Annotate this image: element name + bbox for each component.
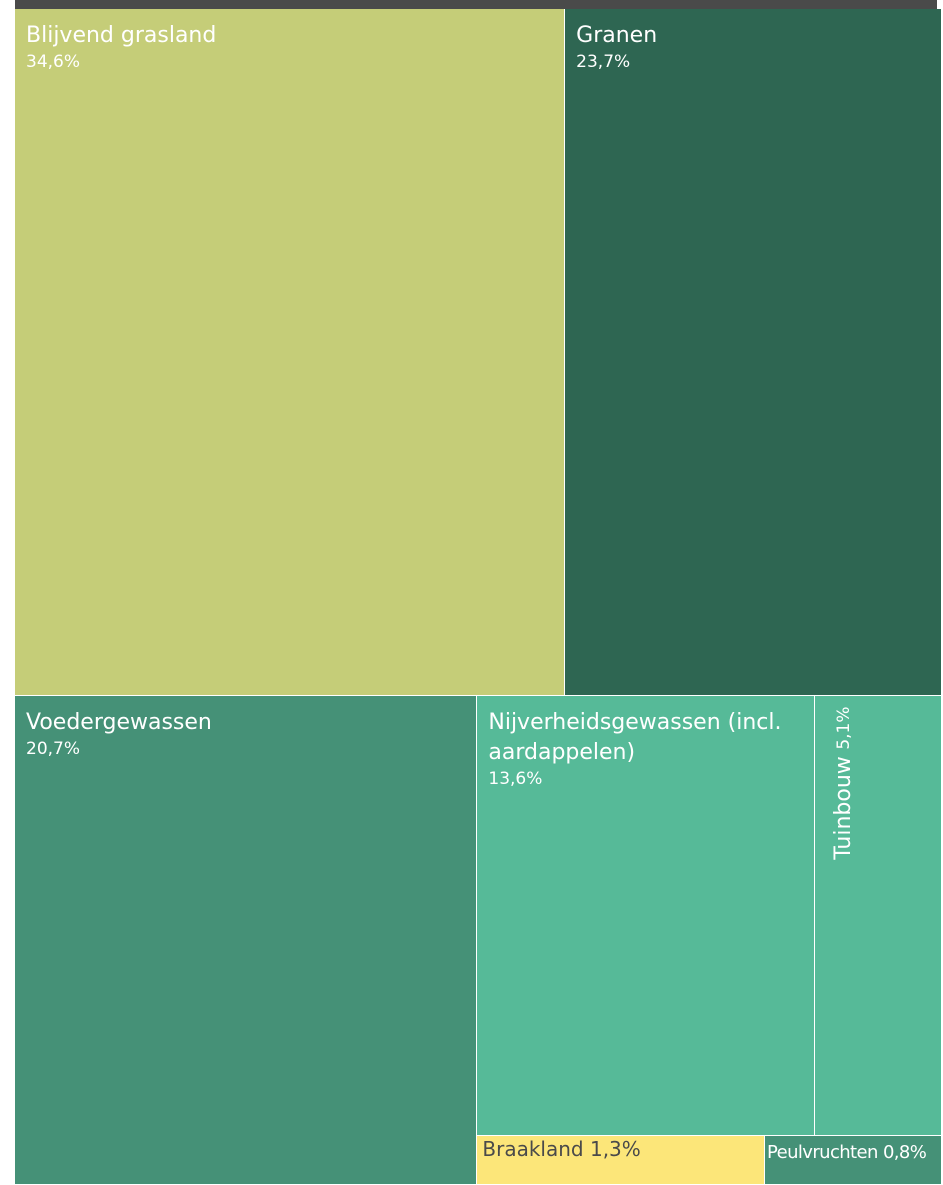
tile-label-voedergewassen: Voedergewassen [26,709,212,735]
tile-blijvend-grasland[interactable]: Blijvend grasland 34,6% [15,9,566,696]
tile-value-blijvend-grasland: 34,6% [26,52,81,72]
tile-value-voedergewassen: 20,7% [26,738,81,759]
tile-peulvruchten[interactable]: Peulvruchten 0,8% [765,1135,942,1185]
tile-tuinbouw[interactable]: Tuinbouw 5,1% [815,695,942,1136]
tile-value-tuinbouw: 5,1% [834,705,855,750]
tile-label-blijvend-grasland: Blijvend grasland [26,23,217,48]
treemap-chart: Blijvend grasland 34,6% Granen 23,7% Voe… [15,9,942,1185]
tile-value-braakland: 1,3% [589,1136,641,1161]
tile-label-tuinbouw: Tuinbouw [831,756,857,860]
tile-granen[interactable]: Granen 23,7% [565,9,942,696]
tile-braakland[interactable]: Braakland 1,3% [477,1135,765,1185]
tile-value-peulvruchten: 0,8% [882,1141,927,1163]
tile-label-peulvruchten: Peulvruchten [767,1141,878,1163]
tile-value-nijverheidsgewassen: 13,6% [488,768,543,789]
tile-value-granen: 23,7% [576,52,631,72]
tile-label-nijverheidsgewassen: Nijverheidsgewassen (incl. aardappelen) [488,709,782,765]
chart-header-bar [15,0,937,9]
tile-label-braakland: Braakland [482,1136,584,1161]
tile-voedergewassen[interactable]: Voedergewassen 20,7% [15,695,478,1185]
tile-nijverheidsgewassen[interactable]: Nijverheidsgewassen (incl. aardappelen) … [477,695,816,1136]
tile-label-granen: Granen [576,23,658,48]
